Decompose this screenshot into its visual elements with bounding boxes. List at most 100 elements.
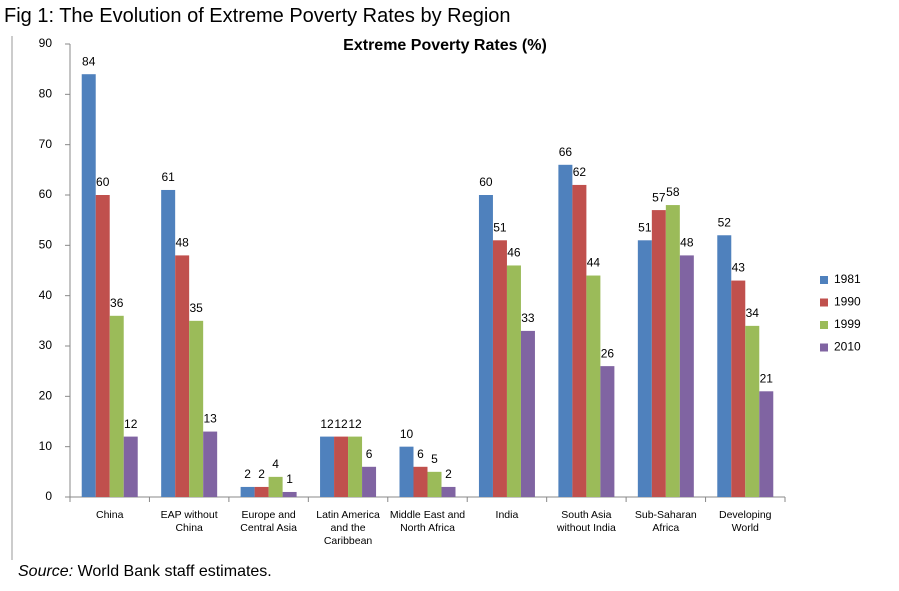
legend-swatch [820,276,828,284]
bar [320,436,335,497]
data-label: 12 [320,417,334,431]
data-label: 52 [718,215,732,229]
data-label: 6 [366,447,373,461]
bar [586,275,601,497]
bar [189,320,204,497]
source-label: Source: [18,563,74,580]
bar [348,436,363,497]
bar [492,240,507,498]
bar [717,235,732,497]
y-tick-label: 30 [39,338,53,352]
bar [520,330,535,497]
bar [651,210,666,497]
bar [506,265,521,497]
data-label: 48 [175,236,189,250]
data-label: 10 [400,427,414,441]
data-label: 62 [573,165,587,179]
y-tick-label: 10 [39,439,53,453]
x-tick-label: Sub-Saharan Africa [634,509,697,534]
data-label: 44 [587,256,601,270]
data-label: 35 [189,301,203,315]
x-tick-label: EAP without China [160,509,218,534]
y-tick-label: 80 [39,87,53,101]
bar [441,486,456,497]
bar [572,184,587,497]
figure-title: Fig 1: The Evolution of Extreme Poverty … [4,5,511,27]
bar [81,74,96,497]
data-label: 48 [680,236,694,250]
y-tick-label: 90 [39,36,53,50]
data-label: 12 [334,417,348,431]
data-label: 34 [746,306,760,320]
legend-label: 1990 [834,295,861,309]
x-tick-label: Europe and Central Asia [240,509,297,534]
data-label: 84 [82,54,96,68]
bar [268,476,283,497]
bar [745,325,760,497]
bar [478,195,493,497]
source-text: World Bank staff estimates. [77,563,272,580]
data-label: 1 [286,472,293,486]
data-label: 46 [507,246,521,260]
bar [240,486,255,497]
data-label: 43 [732,261,746,275]
data-label: 2 [258,467,265,481]
data-label: 12 [124,417,138,431]
data-label: 2 [445,467,452,481]
y-tick-label: 40 [39,288,53,302]
bar [254,486,269,497]
data-label: 33 [521,311,535,325]
data-label: 51 [638,220,652,234]
data-label: 4 [272,457,279,471]
legend-label: 1981 [834,272,861,286]
bar [637,240,652,498]
bar [282,491,297,497]
bar [362,466,377,497]
bar [109,315,124,497]
chart-title: Extreme Poverty Rates (%) [343,37,547,54]
x-tick-label: India [495,509,519,521]
source: Source: World Bank staff estimates. [18,563,272,581]
x-tick-label: Developing World [718,509,772,534]
bar [203,431,218,497]
data-label: 51 [493,220,507,234]
bar [334,436,349,497]
bar [175,255,190,497]
bar [95,195,110,497]
data-label: 66 [559,145,573,159]
data-label: 5 [431,452,438,466]
legend-label: 2010 [834,340,861,354]
data-label: 60 [96,175,110,189]
y-tick-label: 20 [39,389,53,403]
bar [123,436,138,497]
data-label: 2 [244,467,251,481]
legend-swatch [820,343,828,352]
bar [161,189,176,497]
x-tick-label: South Asia without India [556,509,616,534]
bar [399,446,414,497]
bar [731,280,746,497]
data-label: 26 [601,346,615,360]
data-label: 60 [479,175,493,189]
y-tick-label: 0 [45,489,52,503]
data-label: 12 [348,417,362,431]
y-tick-label: 70 [39,137,53,151]
data-label: 21 [760,371,774,385]
x-tick-label: China [96,509,124,521]
bar [600,366,615,497]
data-label: 58 [666,185,680,199]
data-label: 36 [110,296,124,310]
bar [679,255,694,497]
data-label: 61 [161,170,175,184]
y-tick-label: 50 [39,238,53,252]
bar [413,466,428,497]
legend-swatch [820,321,828,329]
data-label: 57 [652,190,666,204]
bar [665,205,680,498]
x-tick-label: Latin America and the Caribbean [316,509,380,547]
x-tick-label: Middle East and North Africa [389,509,466,534]
y-tick-label: 60 [39,187,53,201]
data-label: 13 [203,412,217,426]
